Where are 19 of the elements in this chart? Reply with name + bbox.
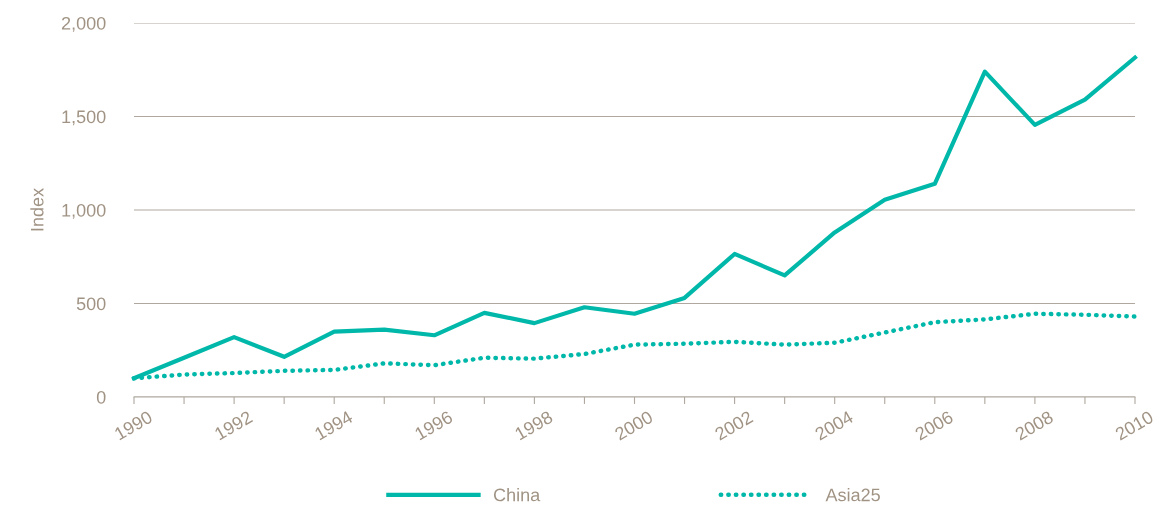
- y-tick-label: 1,500: [62, 110, 106, 126]
- x-tick-label: 1998: [514, 410, 554, 441]
- x-tick-label: 2008: [1014, 410, 1055, 441]
- legend-label: China: [493, 488, 541, 502]
- x-tick-label: 2010: [1114, 410, 1155, 441]
- x-tick-label: 1996: [414, 410, 454, 441]
- x-tick-label: 1994: [314, 410, 354, 441]
- y-tick-label: 2,000: [61, 16, 106, 32]
- x-tick-label: 2006: [914, 410, 954, 441]
- x-tick-label: 2000: [613, 410, 654, 441]
- y-tick-label: 500: [76, 297, 106, 311]
- legend-label: Asia25: [825, 488, 880, 502]
- x-tick-label: 2004: [814, 410, 855, 441]
- y-axis-title: Index: [30, 188, 44, 231]
- x-tick-label: 1990: [113, 410, 154, 441]
- x-tick-label: 2002: [714, 410, 754, 441]
- x-tick-label: 1992: [213, 410, 254, 441]
- y-tick-label: 0: [96, 390, 106, 404]
- y-tick-label: 1,000: [62, 203, 106, 219]
